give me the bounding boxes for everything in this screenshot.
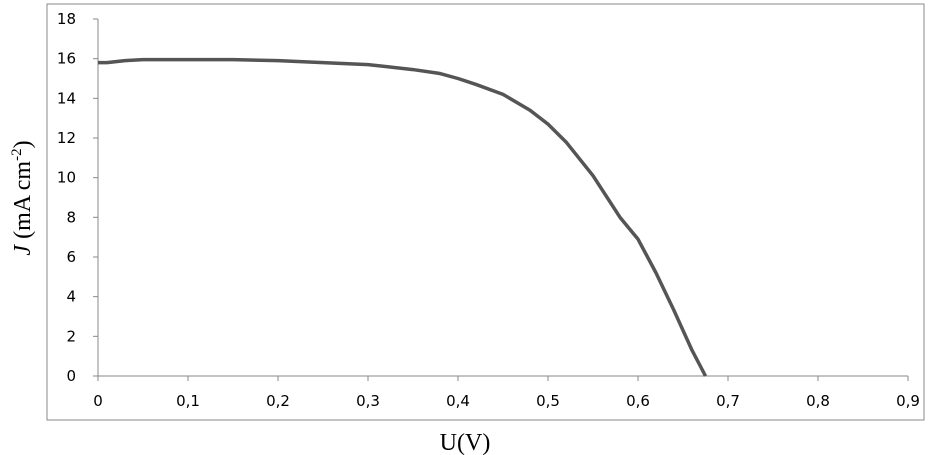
x-tick-label: 0,3 <box>356 392 380 410</box>
y-tick-label: 4 <box>66 288 76 306</box>
x-tick-label: 0,2 <box>266 392 290 410</box>
y-tick-label: 18 <box>57 10 76 28</box>
y-title-unit: (mA cm <box>10 161 36 245</box>
x-axis-title: U(V) <box>440 430 491 455</box>
y-tick-label: 0 <box>66 367 76 385</box>
y-tick-label: 14 <box>57 89 76 107</box>
x-tick-label: 0,9 <box>896 392 920 410</box>
y-tick-label: 12 <box>57 129 76 147</box>
y-tick-label: 10 <box>57 169 76 187</box>
y-axis-title: J (mA cm-2) <box>9 140 36 255</box>
y-tick-label: 2 <box>66 327 76 345</box>
y-tick-label: 16 <box>57 50 76 68</box>
chart-frame <box>46 3 925 421</box>
data-line <box>98 57 708 377</box>
x-tick-label: 0,5 <box>536 392 560 410</box>
x-tick-label: 0,6 <box>626 392 650 410</box>
y-tick-label: 6 <box>66 248 76 266</box>
x-tick-label: 0,1 <box>176 392 200 410</box>
y-title-exponent: -2 <box>9 148 25 161</box>
x-tick-label: 0,7 <box>716 392 740 410</box>
x-tick-label: 0,4 <box>446 392 470 410</box>
y-tick-label: 8 <box>66 208 76 226</box>
x-tick-label: 0,8 <box>806 392 830 410</box>
y-title-symbol: J <box>10 244 36 256</box>
y-title-close: ) <box>10 140 36 148</box>
x-tick-label: 0 <box>93 392 103 410</box>
